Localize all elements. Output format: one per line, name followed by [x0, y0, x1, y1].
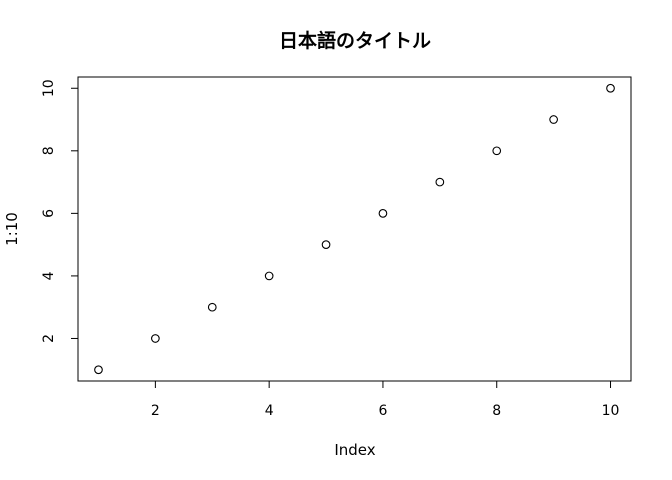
y-tick-label: 8 — [41, 146, 57, 155]
data-point — [492, 146, 502, 156]
y-tick-label: 6 — [41, 209, 57, 218]
x-axis: 2 4 6 8 10 — [151, 381, 620, 419]
x-tick-label: 4 — [265, 403, 274, 419]
y-tick-label: 2 — [41, 334, 57, 343]
data-point — [151, 334, 160, 343]
y-tick-label: 10 — [41, 79, 57, 97]
y-axis-label: 1:10 — [3, 212, 21, 246]
data-point — [606, 83, 615, 93]
data-point — [378, 209, 388, 218]
data-point — [207, 302, 217, 312]
x-axis-label: Index — [334, 441, 375, 459]
x-tick-label: 2 — [151, 403, 160, 419]
data-point — [264, 271, 274, 281]
y-axis: 2 4 6 8 10 — [41, 79, 78, 343]
data-point — [321, 240, 331, 249]
x-tick-label: 8 — [492, 403, 501, 419]
y-tick-label: 4 — [41, 271, 57, 280]
x-tick-label: 6 — [378, 403, 387, 419]
data-point — [549, 115, 558, 124]
data-point — [94, 365, 103, 375]
data-points — [94, 83, 615, 375]
chart-title: 日本語のタイトル — [279, 29, 431, 52]
data-point — [435, 177, 445, 187]
x-tick-label: 10 — [602, 403, 620, 419]
plot-frame — [77, 76, 632, 382]
